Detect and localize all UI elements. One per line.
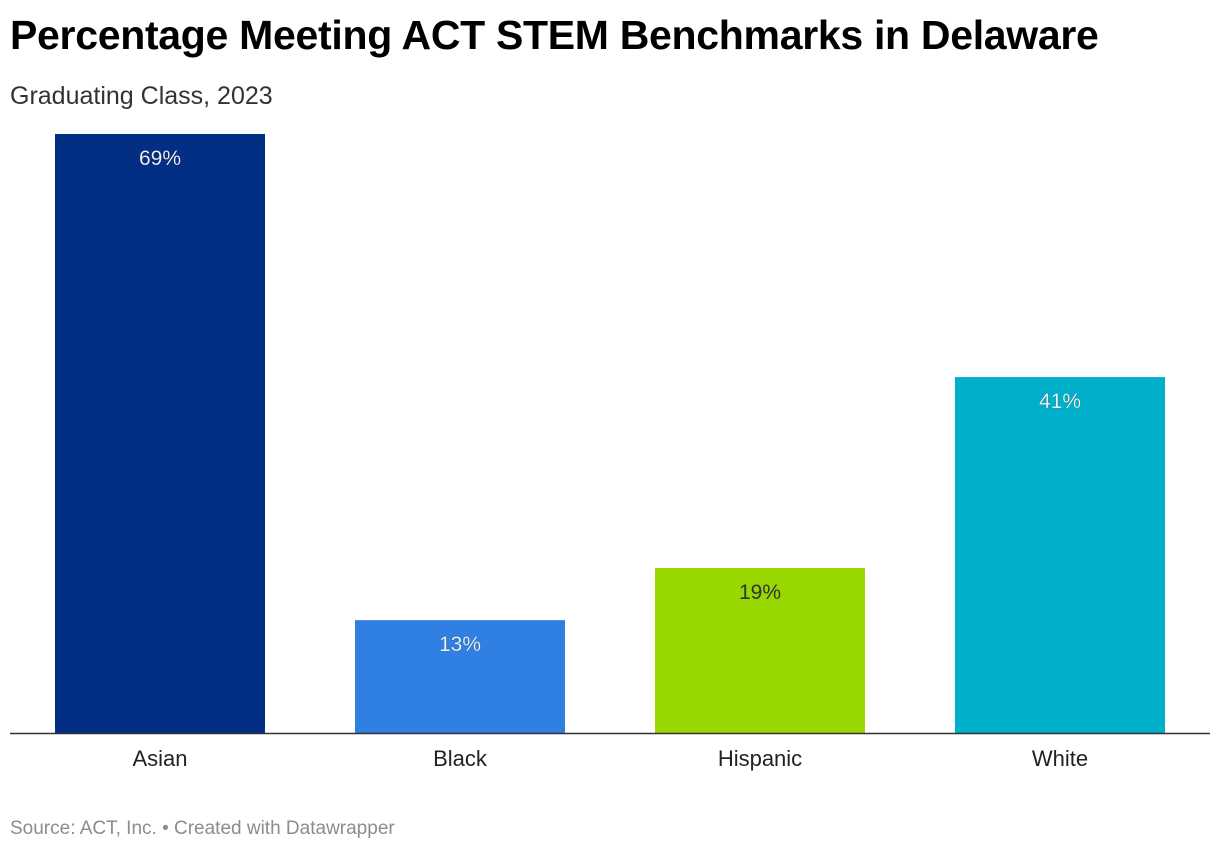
chart-subtitle: Graduating Class, 2023	[10, 82, 273, 110]
data-label-white: 41%	[1039, 390, 1081, 413]
bar-white	[955, 377, 1165, 733]
source-note: Source: ACT, Inc. • Created with Datawra…	[10, 818, 395, 839]
data-label-asian: 69%	[139, 147, 181, 170]
x-tick-label-black: Black	[433, 746, 488, 771]
bar-asian	[55, 134, 265, 733]
chart-title: Percentage Meeting ACT STEM Benchmarks i…	[10, 12, 1099, 58]
bar-black	[355, 620, 565, 733]
bar-chart: 69% Asian 13% Black 19% Hispanic 41% White	[10, 134, 1210, 771]
bar-hispanic	[655, 568, 865, 733]
data-label-hispanic: 19%	[739, 581, 781, 604]
data-label-black: 13%	[439, 633, 481, 656]
x-tick-label-white: White	[1032, 746, 1088, 771]
x-tick-label-hispanic: Hispanic	[718, 746, 802, 771]
x-tick-label-asian: Asian	[132, 746, 187, 771]
